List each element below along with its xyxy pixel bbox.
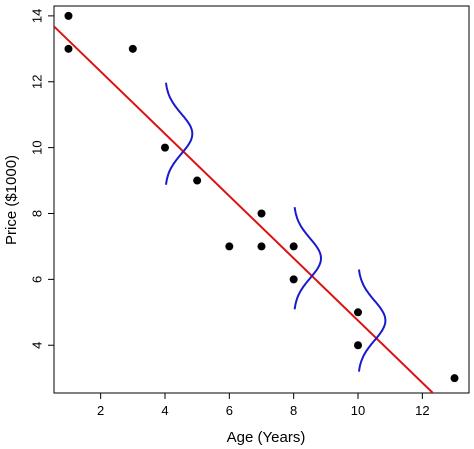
y-tick-label: 4 <box>29 342 44 349</box>
data-point <box>450 374 459 383</box>
data-point <box>128 44 137 53</box>
data-point <box>64 44 73 53</box>
data-point <box>64 11 73 20</box>
y-tick-label: 6 <box>29 276 44 283</box>
plot-area <box>53 5 470 394</box>
data-point <box>289 242 298 251</box>
data-point <box>257 242 266 251</box>
x-axis: 2 4 6 8 10 12 <box>97 393 430 418</box>
x-tick-label: 8 <box>290 403 297 418</box>
y-tick-label: 10 <box>29 140 44 154</box>
data-point <box>160 143 169 152</box>
y-axis-label: Price ($1000) <box>3 155 20 245</box>
data-point <box>354 341 363 350</box>
x-tick-label: 12 <box>415 403 429 418</box>
x-tick-label: 4 <box>161 403 168 418</box>
x-axis-label: Age (Years) <box>227 429 306 446</box>
y-tick-label: 8 <box>29 210 44 217</box>
y-axis: 4 6 8 10 12 14 <box>29 9 54 349</box>
y-tick-label: 14 <box>29 9 44 23</box>
data-point <box>257 209 266 218</box>
data-point <box>354 308 363 317</box>
x-tick-label: 6 <box>226 403 233 418</box>
data-point <box>193 176 202 185</box>
error-distribution-curve <box>293 207 323 310</box>
data-point <box>289 275 298 284</box>
regression-line <box>54 25 435 393</box>
error-distribution-curve <box>358 269 387 372</box>
plot-frame <box>53 5 470 394</box>
error-distribution-curve <box>165 82 194 185</box>
y-tick-label: 12 <box>29 75 44 89</box>
x-tick-label: 2 <box>97 403 104 418</box>
x-tick-label: 10 <box>351 403 365 418</box>
data-point <box>225 242 234 251</box>
